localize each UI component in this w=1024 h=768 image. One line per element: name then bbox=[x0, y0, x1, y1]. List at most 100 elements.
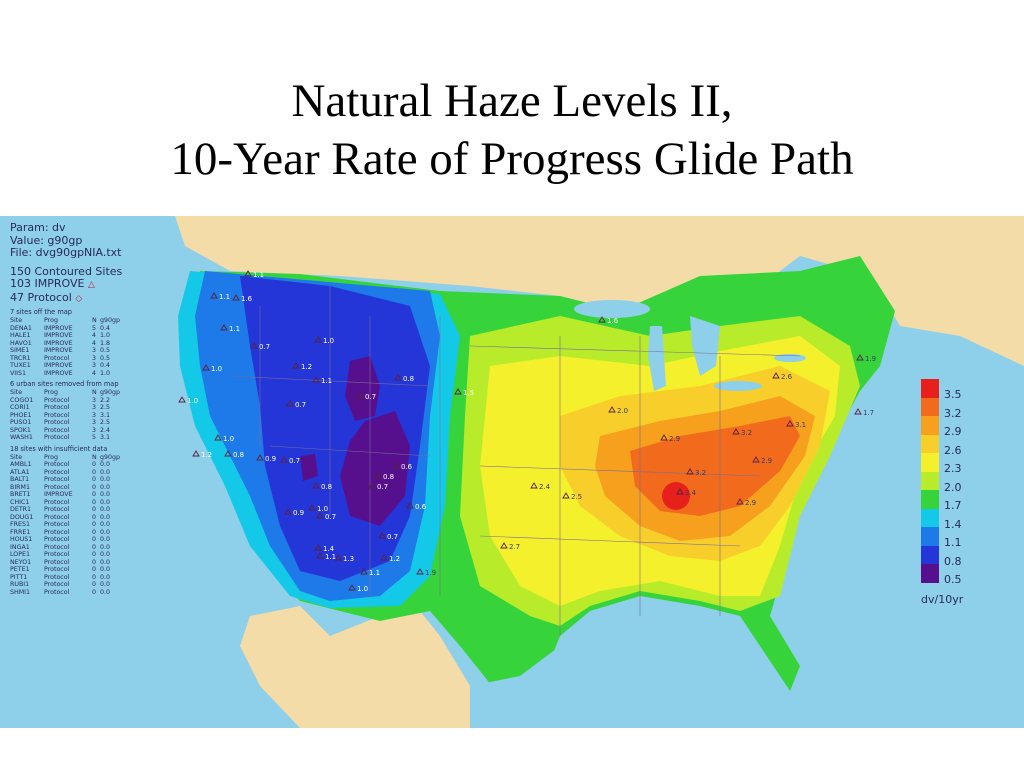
table-row: DENA1 IMPROVE 5 0.4 bbox=[10, 325, 120, 333]
table-cell: DETR1 bbox=[10, 506, 32, 513]
table-cell: 0.0 bbox=[100, 573, 111, 581]
legend-swatch bbox=[921, 545, 939, 564]
site-marker bbox=[378, 532, 386, 539]
table-row: COGO1 Protocol 3 2.2 bbox=[10, 397, 120, 405]
site-marker bbox=[394, 374, 402, 381]
table-cell: LOPE1 bbox=[10, 551, 31, 558]
site-marker bbox=[178, 396, 186, 403]
table-cell: SHMI1 bbox=[10, 588, 31, 596]
table-cell: N bbox=[92, 453, 97, 461]
mexico-land bbox=[240, 606, 500, 728]
site-marker bbox=[334, 554, 342, 561]
legend-label: 2.9 bbox=[944, 425, 962, 438]
legend-item: 2.3 bbox=[921, 453, 1001, 474]
legend-label: 1.4 bbox=[944, 517, 962, 531]
table-cell: 3 bbox=[92, 362, 97, 369]
site-marker bbox=[210, 292, 218, 299]
site-marker bbox=[500, 542, 508, 549]
table-cell: 0.0 bbox=[100, 491, 111, 498]
legend-item: 0.5 bbox=[921, 564, 1001, 585]
table-row: FRRE1 Protocol 0 0.0 bbox=[10, 529, 120, 537]
table-cell: ATLA1 bbox=[10, 468, 30, 476]
site-value-label: 1.7 bbox=[863, 409, 874, 417]
site-value-label: 3.2 bbox=[741, 429, 752, 437]
site-marker bbox=[316, 552, 324, 559]
table-cell: Protocol bbox=[44, 411, 70, 419]
table-cell: IMPROVE bbox=[44, 332, 73, 339]
site-marker bbox=[454, 388, 462, 395]
site-value-label: 2.7 bbox=[509, 543, 520, 551]
table-cell: 3 bbox=[92, 354, 97, 362]
table-cell: Protocol bbox=[44, 536, 70, 543]
site-marker bbox=[406, 502, 414, 509]
table-cell: BALT1 bbox=[10, 476, 30, 483]
table-cell: 0 bbox=[92, 528, 97, 536]
table-cell: PUSO1 bbox=[10, 419, 32, 426]
legend-unit: dv/10yr bbox=[921, 593, 964, 606]
site-marker bbox=[736, 498, 744, 505]
table-row: INGA1 Protocol 0 0.0 bbox=[10, 544, 120, 552]
table-row: DETR1 Protocol 0 0.0 bbox=[10, 506, 120, 514]
table-cell: 0 bbox=[92, 491, 97, 498]
diamond-icon: ◇ bbox=[75, 293, 83, 304]
site-marker bbox=[772, 372, 780, 379]
table-cell: 0 bbox=[92, 573, 97, 581]
site-value-label: 3.4 bbox=[685, 489, 697, 497]
table-cell: Site bbox=[10, 317, 23, 324]
lake-michigan bbox=[648, 326, 666, 391]
site-value-label: 2.5 bbox=[571, 493, 582, 501]
site-value-label: 0.7 bbox=[387, 533, 398, 541]
table-cell: Protocol bbox=[44, 396, 70, 404]
table-cell: TRCR1 bbox=[10, 354, 31, 362]
table-row: AMBL1 Protocol 0 0.0 bbox=[10, 461, 120, 469]
table-cell: TUXE1 bbox=[10, 362, 31, 369]
slide-title: Natural Haze Levels II, 10-Year Rate of … bbox=[0, 72, 1024, 188]
site-marker bbox=[562, 492, 570, 499]
table-row: WASH1 Protocol 5 3.1 bbox=[10, 434, 120, 442]
site-value-label: 0.6 bbox=[401, 463, 413, 471]
site-value-label: 0.7 bbox=[259, 343, 270, 351]
site-marker bbox=[416, 568, 424, 575]
site-marker bbox=[192, 450, 200, 457]
table-cell: 3 bbox=[92, 419, 97, 426]
table-row: PUSO1 Protocol 3 2.5 bbox=[10, 419, 120, 427]
title-line-1: Natural Haze Levels II, bbox=[291, 75, 733, 127]
table-cell: 0.0 bbox=[100, 476, 111, 483]
table-cell: 0 bbox=[92, 461, 97, 468]
site-marker bbox=[314, 336, 322, 343]
table-cell: 0 bbox=[92, 513, 97, 521]
table-cell: Prog bbox=[44, 317, 58, 324]
info-panel: Param: dv Value: g90gp File: dvg90gpNIA.… bbox=[10, 221, 122, 596]
protocol-label: 47 Protocol bbox=[10, 290, 72, 304]
table-cell: SPOK1 bbox=[10, 426, 31, 434]
table-cell: 0.0 bbox=[100, 528, 111, 536]
improve-label: 103 IMPROVE bbox=[10, 277, 85, 290]
site-value-label: 2.9 bbox=[669, 435, 680, 443]
table-cell: Protocol bbox=[44, 468, 70, 476]
legend-swatch bbox=[921, 471, 939, 490]
table-cell: 0.0 bbox=[100, 566, 111, 573]
section-heading: 6 urban sites removed from map bbox=[10, 380, 119, 388]
site-value-label: 0.7 bbox=[295, 401, 306, 409]
site-marker bbox=[256, 454, 264, 461]
legend-rows: 3.5 3.2 2.9 2.6 2.3 2.0 1.7 1.4 1.1 0.8 0.5 bbox=[921, 379, 1001, 585]
legend-label: 3.2 bbox=[944, 406, 962, 420]
site-value-label: 1.0 bbox=[323, 337, 334, 345]
legend-label: 2.6 bbox=[944, 443, 962, 457]
site-value-label: 2.0 bbox=[617, 407, 628, 415]
site-value-label: 0.7 bbox=[289, 457, 300, 465]
site-marker bbox=[312, 376, 320, 383]
table-cell: PHOE1 bbox=[10, 411, 32, 419]
band-purple-2 bbox=[340, 411, 410, 526]
table-cell: Protocol bbox=[44, 528, 70, 536]
table-cell: BIRM1 bbox=[10, 483, 30, 491]
site-marker bbox=[286, 400, 294, 407]
legend-label: 2.0 bbox=[944, 480, 962, 494]
legend-item: 3.5 bbox=[921, 379, 1001, 400]
site-value-label: 1.4 bbox=[323, 545, 335, 553]
color-legend: 3.5 3.2 2.9 2.6 2.3 2.0 1.7 1.4 1.1 0.8 0.5 dv/10y… bbox=[921, 379, 1001, 606]
table-cell: 0.0 bbox=[100, 498, 111, 506]
